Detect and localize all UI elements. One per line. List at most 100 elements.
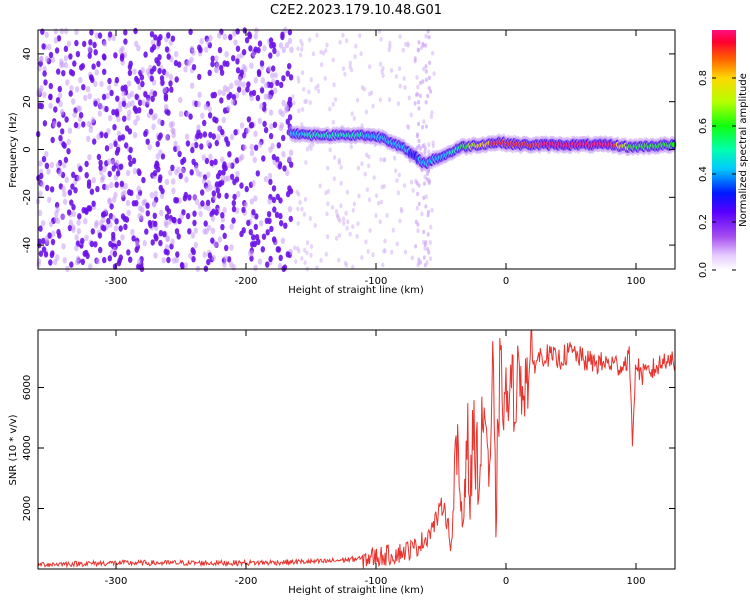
noise-blob [97, 32, 103, 39]
noise-blob [275, 50, 280, 58]
noise-blob [91, 177, 97, 184]
noise-blob [84, 160, 89, 168]
noise-blob [256, 70, 262, 78]
noise-blob [221, 116, 226, 124]
colorbar: 0.0 0.2 0.4 0.6 0.8 Normalized spectral ampl… [698, 30, 749, 278]
noise-blob [59, 108, 65, 116]
noise-blob [296, 206, 300, 212]
noise-blob [114, 218, 119, 225]
noise-blob [204, 157, 210, 165]
noise-blob [253, 144, 259, 151]
noise-blob [424, 204, 428, 209]
noise-blob [137, 99, 143, 106]
noise-blob [158, 239, 163, 247]
noise-blob [168, 73, 174, 81]
noise-blob [168, 169, 173, 176]
noise-blob [288, 149, 294, 156]
noise-blob [107, 255, 113, 262]
noise-blob [426, 212, 430, 218]
snr-ticks: -300 -200 -100 0 100 2000 4000 6000 [22, 330, 675, 587]
noise-blob [282, 165, 287, 172]
noise-blob [66, 209, 72, 216]
noise-blob [217, 236, 223, 243]
snr-ytick-label: 4000 [22, 435, 33, 460]
noise-blob [407, 95, 411, 101]
noise-blob [53, 216, 59, 223]
noise-blob [204, 46, 209, 53]
noise-blob [285, 169, 290, 176]
noise-blob [237, 81, 243, 88]
noise-blob [48, 82, 53, 90]
noise-blob [411, 188, 415, 193]
noise-blob [415, 92, 419, 97]
noise-blob [417, 201, 421, 207]
noise-blob [98, 246, 103, 254]
noise-blob [393, 155, 397, 161]
noise-blob [158, 34, 163, 41]
noise-blob [138, 263, 143, 271]
noise-blob [320, 62, 324, 68]
noise-blob [101, 93, 107, 101]
noise-blob [409, 112, 413, 118]
noise-blob [173, 197, 178, 204]
noise-blob [197, 91, 202, 99]
noise-blob [164, 213, 170, 220]
noise-blob [220, 223, 225, 231]
noise-blob [44, 162, 50, 169]
noise-blob [275, 246, 280, 253]
noise-blob [109, 203, 114, 210]
noise-blob [157, 134, 162, 141]
noise-blob [157, 118, 162, 125]
noise-blob [67, 224, 73, 232]
noise-blob [53, 37, 59, 44]
noise-blob [91, 200, 96, 207]
noise-blob [190, 247, 195, 254]
noise-blob [406, 125, 411, 130]
noise-blob [371, 252, 375, 258]
noise-blob [113, 52, 118, 59]
noise-blob [285, 118, 290, 125]
noise-blob [328, 106, 332, 112]
noise-blob [231, 264, 236, 271]
noise-blob [96, 153, 102, 161]
noise-blob [207, 252, 213, 259]
noise-blob [38, 225, 43, 232]
noise-blob [126, 209, 131, 216]
noise-blob [156, 40, 161, 47]
noise-blob [262, 120, 267, 128]
noise-blob [256, 238, 261, 245]
noise-blob [106, 217, 111, 225]
noise-blob [39, 85, 44, 92]
noise-blob [278, 197, 283, 204]
noise-blob [337, 257, 341, 263]
noise-blob [166, 256, 171, 264]
noise-blob [205, 38, 211, 45]
noise-blob [359, 51, 363, 57]
noise-blob [229, 82, 234, 90]
noise-blob [427, 179, 431, 184]
noise-blob [48, 93, 53, 101]
noise-blob [298, 200, 302, 205]
noise-blob [71, 210, 77, 217]
noise-blob [358, 33, 362, 38]
noise-blob [366, 249, 370, 254]
snr-xtick-label: -200 [235, 576, 258, 587]
noise-blob [243, 201, 248, 209]
noise-blob [86, 120, 92, 128]
noise-blob [173, 59, 179, 67]
noise-blob [136, 185, 141, 193]
noise-blob [414, 244, 418, 249]
noise-blob [424, 240, 428, 245]
noise-blob [244, 185, 249, 193]
noise-blob [114, 181, 119, 188]
noise-blob [121, 90, 126, 97]
noise-blob [71, 98, 76, 105]
noise-blob [180, 158, 185, 165]
noise-blob [64, 176, 69, 183]
noise-blob [342, 216, 346, 222]
noise-blob [101, 225, 107, 232]
noise-blob [423, 149, 427, 155]
noise-blob [382, 157, 386, 163]
noise-blob [246, 219, 251, 227]
noise-blob [402, 76, 406, 81]
